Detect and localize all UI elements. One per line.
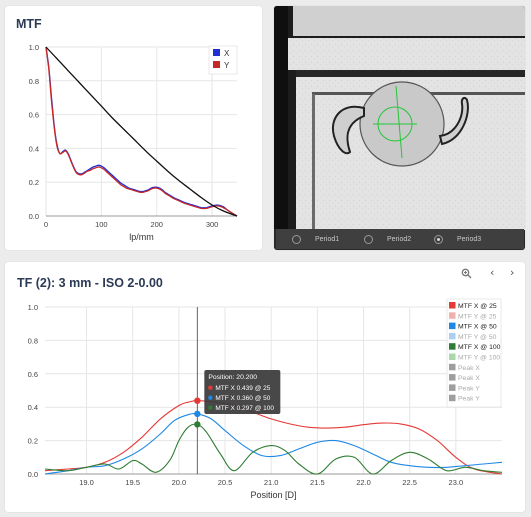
- x-tick-label: 22.5: [402, 478, 417, 487]
- legend-swatch: [213, 49, 220, 56]
- tooltip-row: MTF X 0.439 @ 25: [215, 385, 270, 392]
- y-tick-label: 0.6: [29, 111, 39, 120]
- legend-label: Y: [224, 61, 230, 70]
- radio-period2[interactable]: Period2: [364, 233, 411, 245]
- tooltip-bg: [204, 370, 281, 414]
- tooltip-row: MTF X 0.360 @ 50: [215, 395, 270, 402]
- legend-label: MTF Y @ 50: [458, 334, 497, 341]
- legend-label: Peak X: [458, 365, 480, 372]
- legend-label: MTF X @ 50: [458, 324, 497, 331]
- chevron-left-icon[interactable]: ‹: [490, 266, 495, 279]
- radio-dot[interactable]: [434, 234, 443, 244]
- x-tick-label: 19.5: [125, 478, 140, 487]
- tf-series-line: [44, 423, 503, 475]
- y-tick-label: 0.2: [28, 437, 38, 446]
- legend-label: MTF Y @ 25: [458, 313, 497, 320]
- tooltip-dot: [208, 405, 213, 410]
- tf-chart: 0.0 0.2 0.4 0.6 0.8 1.0 19.0 19.5 20.0 20.5 21.0 21…: [28, 298, 503, 500]
- radio-period3[interactable]: Period3: [434, 233, 481, 245]
- y-tick-label: 1.0: [28, 303, 38, 312]
- radio-dot[interactable]: [364, 234, 373, 244]
- legend-swatch: [449, 394, 456, 402]
- tooltip-row: MTF X 0.297 @ 100: [215, 405, 274, 412]
- y-tick-label: 0.8: [28, 336, 38, 345]
- radio-period1[interactable]: Period1: [292, 233, 339, 245]
- x-axis-label: Position [D]: [250, 490, 296, 500]
- x-tick-label: 20.5: [218, 478, 233, 487]
- tooltip-dot: [208, 385, 213, 390]
- legend-swatch: [449, 343, 456, 350]
- x-tick-label: 23.0: [449, 478, 464, 487]
- x-axis-label: lp/mm: [129, 232, 154, 242]
- legend-swatch: [449, 312, 456, 319]
- y-tick-label: 0.2: [29, 178, 39, 187]
- radio-label: Period2: [387, 235, 412, 243]
- legend-swatch: [449, 363, 456, 371]
- y-tick-label: 0.6: [28, 370, 38, 379]
- x-tick-label: 300: [206, 220, 219, 229]
- mtf-series-line-reference: [45, 46, 238, 217]
- x-tick-label: 21.5: [310, 478, 325, 487]
- legend-label: MTF X @ 100: [458, 344, 501, 351]
- radio-label: Period1: [315, 235, 340, 243]
- x-tick-label: 21.0: [264, 478, 279, 487]
- x-tick-label: 0: [44, 220, 48, 229]
- legend-swatch: [449, 332, 456, 340]
- y-tick-label: 0.0: [29, 212, 39, 221]
- tf-panel: TF (2): 3 mm - ISO 2-0.00 ‹ › 0.0 0.2 0.4 0…: [5, 262, 525, 512]
- legend-label: X: [224, 49, 230, 58]
- y-tick-label: 0.4: [28, 403, 38, 412]
- chevron-right-icon[interactable]: ›: [510, 266, 515, 279]
- x-tick-label: 19.0: [79, 478, 94, 487]
- cursor-point: [194, 397, 201, 404]
- tooltip-dot: [208, 395, 213, 400]
- x-tick-label: 100: [95, 220, 108, 229]
- legend-label: Peak Y: [458, 385, 480, 392]
- legend-label: MTF Y @ 100: [458, 355, 500, 362]
- cursor-point: [194, 410, 201, 418]
- mtf-panel: MTF 0.0 0.2 0.4 0.6 0.8 1.0 0 100 200 300 lp/mm X Y: [5, 6, 262, 250]
- cursor-point: [194, 421, 201, 428]
- y-tick-label: 0.0: [28, 470, 38, 479]
- radio-label: Period3: [457, 235, 482, 243]
- tooltip: Position: 20.200 MTF X 0.439 @ 25 MTF X 0.…: [204, 370, 281, 414]
- mtf-series-line-Y: [45, 46, 238, 217]
- x-tick-label: 22.0: [356, 478, 371, 487]
- y-tick-label: 0.8: [29, 77, 39, 86]
- legend-swatch: [449, 353, 456, 360]
- tf-legend: MTF X @ 25 MTF Y @ 25 MTF X @ 50 MTF Y @ 50…: [446, 298, 502, 408]
- period-selector: Period1 Period2 Period3: [276, 229, 524, 249]
- legend-swatch: [213, 61, 220, 68]
- image-panel: [274, 6, 525, 250]
- legend-box: [446, 298, 502, 408]
- legend-swatch: [449, 384, 456, 391]
- tf-series-line: [44, 413, 503, 475]
- tooltip-header: Position: 20.200: [208, 374, 257, 381]
- camera-image: [274, 6, 525, 230]
- tf-series-line: [44, 400, 503, 475]
- y-tick-label: 0.4: [29, 144, 39, 153]
- mtf-legend: XY: [208, 45, 238, 75]
- tf-title: TF (2): 3 mm - ISO 2-0.00: [17, 276, 163, 290]
- mtf-title: MTF: [16, 17, 42, 31]
- mtf-series-line-X: [45, 46, 238, 217]
- search-icon[interactable]: [461, 268, 472, 282]
- radio-dot[interactable]: [292, 234, 301, 244]
- legend-label: MTF X @ 25: [458, 303, 497, 310]
- legend-label: Peak X: [458, 375, 480, 382]
- y-tick-label: 1.0: [29, 43, 39, 52]
- legend-swatch: [449, 302, 456, 309]
- x-tick-label: 20.0: [172, 478, 187, 487]
- legend-swatch: [449, 322, 456, 330]
- x-tick-label: 200: [150, 220, 163, 229]
- legend-swatch: [449, 374, 456, 381]
- legend-label: Peak Y: [458, 396, 480, 403]
- mtf-chart: 0.0 0.2 0.4 0.6 0.8 1.0 0 100 200 300 lp/mm XY: [29, 43, 238, 242]
